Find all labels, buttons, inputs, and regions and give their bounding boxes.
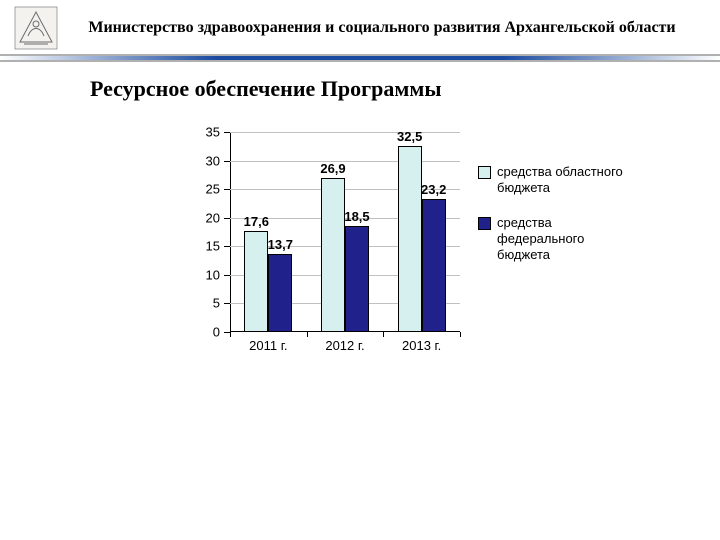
legend-label: средства областного бюджета [497,164,628,197]
legend-item: средства областного бюджета [478,164,628,197]
x-tick [383,332,384,337]
y-tick [224,303,230,304]
bar-value-label: 17,6 [244,214,269,229]
chart-area: 0 5 10 15 20 25 30 35 2011 г. 17,6 13,7 2012 г. 26,9… [0,112,720,392]
y-tick [224,218,230,219]
y-tick [224,189,230,190]
x-tick [230,332,231,337]
y-tick [224,246,230,247]
crest-logo [14,6,58,50]
bar [321,178,345,332]
y-tick [224,161,230,162]
header: Министерство здравоохранения и социально… [0,0,720,54]
y-axis-label: 0 [213,325,220,340]
legend-swatch [478,217,491,230]
y-axis-label: 5 [213,296,220,311]
y-axis-label: 20 [206,210,220,225]
page-title: Ресурсное обеспечение Программы [0,62,720,112]
x-axis-label: 2012 г. [325,338,364,353]
legend-label: средства федерального бюджета [497,215,628,264]
y-tick [224,275,230,276]
bar [268,254,292,332]
y-axis-label: 10 [206,267,220,282]
y-tick [224,132,230,133]
bar-chart: 051015202530352011 г.17,613,72012 г.26,9… [230,132,460,332]
bar [398,146,422,332]
y-axis-label: 35 [206,125,220,140]
legend-item: средства федерального бюджета [478,215,628,264]
x-axis-label: 2011 г. [249,338,287,353]
header-title: Министерство здравоохранения и социально… [58,19,706,37]
x-tick [307,332,308,337]
x-axis-label: 2013 г. [402,338,441,353]
y-axis-label: 30 [206,153,220,168]
bar-value-label: 13,7 [268,237,293,252]
chart-legend: средства областного бюджета средства феде… [478,164,628,281]
bar [345,226,369,332]
bar [422,199,446,332]
y-axis-label: 15 [206,239,220,254]
bar-value-label: 32,5 [397,129,422,144]
gridline [230,132,460,133]
bar [244,231,268,332]
decorative-rule [0,54,720,62]
x-tick [460,332,461,337]
bar-value-label: 18,5 [344,209,369,224]
legend-swatch [478,166,491,179]
bar-value-label: 26,9 [320,161,345,176]
y-axis-label: 25 [206,182,220,197]
bar-value-label: 23,2 [421,182,446,197]
